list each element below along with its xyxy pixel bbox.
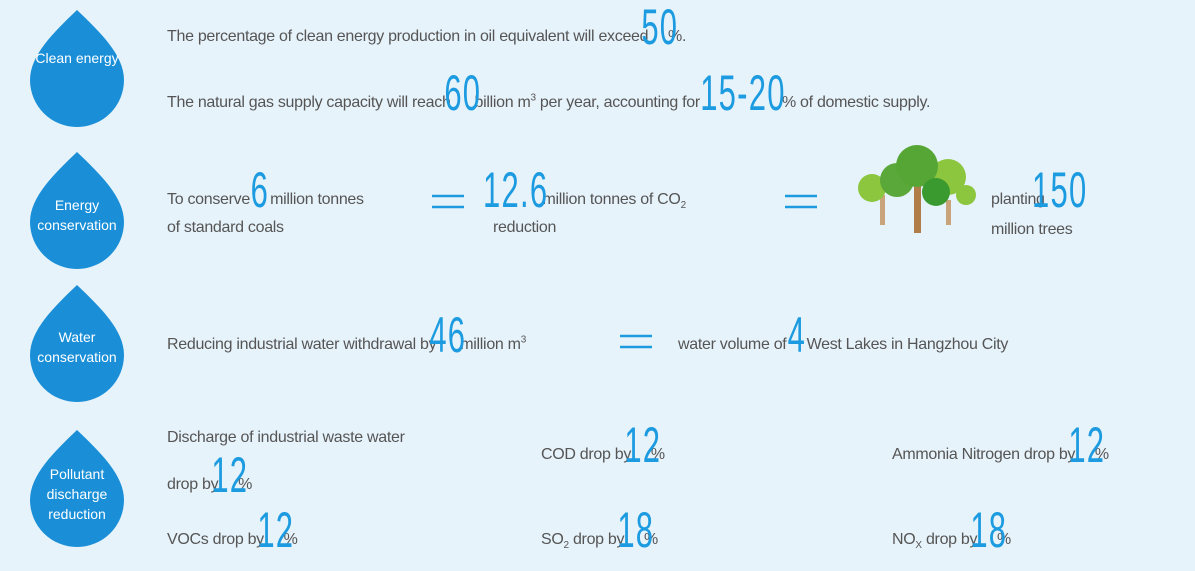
text: drop by (572, 531, 625, 548)
text: million m (460, 336, 521, 353)
text: NO (892, 531, 916, 548)
trees-icon (858, 145, 976, 233)
text: 3 (520, 334, 527, 346)
decor (30, 10, 976, 547)
text: % (644, 531, 658, 548)
text: % (238, 476, 252, 493)
equals (432, 194, 817, 349)
text: %. (668, 28, 687, 45)
text: COD drop by (541, 446, 632, 463)
statement: VOCs drop by 12% (167, 505, 298, 565)
statement: 12.6 million tonnes of CO2 (483, 165, 687, 231)
statement: Reducing industrial water withdrawal by … (167, 310, 526, 370)
text: reduction (493, 219, 557, 236)
number: 12 (624, 417, 662, 473)
text: The natural gas supply capacity will rea… (167, 94, 451, 111)
number: 4 (787, 307, 806, 363)
statement: NOX drop by 18% (892, 505, 1011, 571)
number: 18 (970, 502, 1008, 558)
text: X (915, 540, 922, 552)
page: Clean energy Energy conservation Water c… (30, 2, 1110, 555)
statement: To conserve 6 million tonnes (167, 165, 364, 225)
text: billion m (474, 94, 531, 111)
text: 3 (530, 92, 537, 104)
text: SO (541, 531, 564, 548)
number: 46 (429, 307, 467, 363)
label: Energy conservation (37, 197, 117, 233)
text: Reducing industrial water withdrawal by (167, 336, 437, 353)
text: million tonnes (270, 191, 364, 208)
label: Clean energy (35, 50, 119, 66)
number: 50 (641, 0, 679, 55)
statement: planting150 (991, 165, 1086, 225)
drop (30, 285, 124, 402)
text: % (283, 531, 298, 548)
label: Water conservation (37, 329, 117, 365)
text: VOCs drop by (167, 531, 264, 548)
text: % of domestic supply. (781, 94, 931, 111)
text: To conserve (167, 191, 250, 208)
number: 12 (257, 502, 295, 558)
text: % (650, 446, 665, 463)
statement: drop by 12% (167, 450, 252, 510)
text: drop by (167, 476, 219, 493)
number: 15-20 (700, 65, 786, 121)
number: 12.6 (483, 162, 549, 218)
statement: water volume of 4 West Lakes in Hangzhou… (678, 310, 1008, 370)
text: drop by (925, 531, 978, 548)
text: planting (991, 191, 1045, 208)
text: The percentage of clean energy productio… (167, 28, 649, 45)
text: 2 (680, 200, 687, 212)
text: % (1094, 446, 1109, 463)
number: 12 (1068, 417, 1106, 473)
text: West Lakes in Hangzhou City (806, 336, 1009, 353)
statement: The percentage of clean energy productio… (167, 2, 686, 62)
statement: COD drop by 12% (541, 420, 665, 480)
text: per year, accounting for (539, 94, 700, 111)
number: 6 (250, 162, 270, 218)
number: 18 (617, 502, 655, 558)
drop (30, 152, 124, 269)
text: 2 (563, 540, 570, 552)
number: 150 (1031, 162, 1088, 218)
label: Pollutant discharge reduction (46, 466, 108, 522)
drop (30, 10, 124, 127)
text: Discharge of industrial waste water (167, 429, 405, 446)
drop (30, 430, 124, 547)
number: 60 (444, 65, 482, 121)
statement: Ammonia Nitrogen drop by 12% (892, 420, 1109, 480)
drops (30, 10, 124, 547)
text: million tonnes of CO (542, 191, 681, 208)
text: million trees (991, 221, 1073, 238)
text: Ammonia Nitrogen drop by (892, 446, 1076, 463)
text: water volume of (678, 336, 787, 353)
text: of standard coals (167, 219, 284, 236)
statement: SO2 drop by 18% (541, 505, 658, 571)
number: 12 (211, 447, 249, 503)
statement: The natural gas supply capacity will rea… (167, 68, 930, 128)
text: % (997, 531, 1011, 548)
